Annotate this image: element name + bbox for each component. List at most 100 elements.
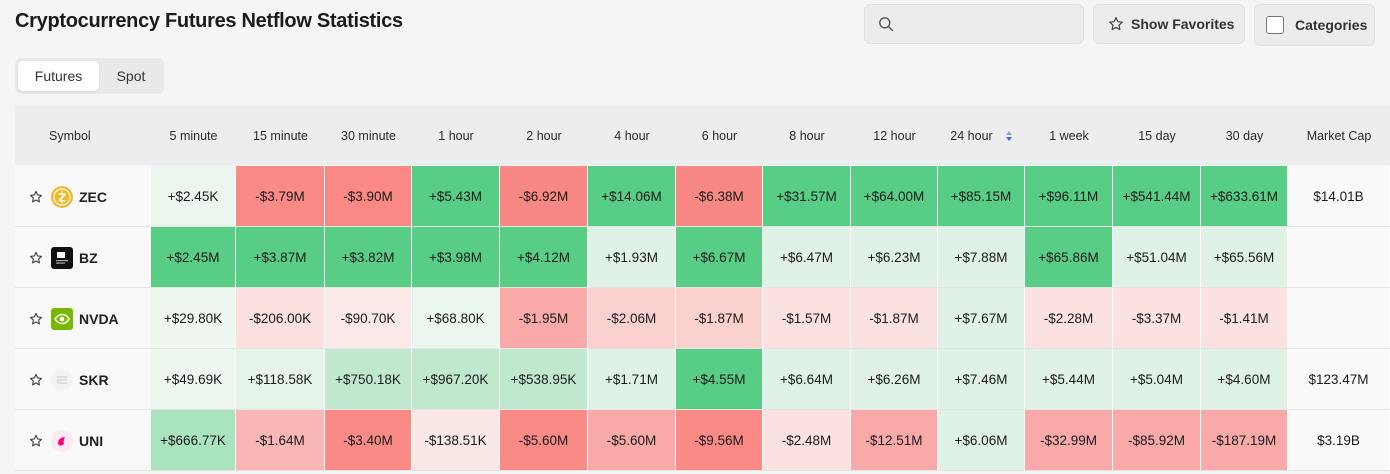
row-divider [15, 470, 1390, 471]
categories-checkbox[interactable] [1266, 16, 1284, 34]
symbol-label[interactable]: SKR [79, 371, 109, 388]
column-header[interactable]: 6 hour [676, 106, 763, 165]
netflow-cell: -$2.28M [1025, 288, 1113, 348]
netflow-cell: -$3.79M [236, 166, 325, 226]
column-header-label: Symbol [49, 128, 91, 143]
netflow-cell: +$31.57M [763, 166, 851, 226]
column-header[interactable]: 1 week [1025, 106, 1113, 165]
netflow-cell: -$1.64M [236, 410, 325, 470]
sort-icon[interactable] [1005, 130, 1013, 142]
netflow-cell: +$1.71M [588, 349, 676, 409]
market-tabs: Futures Spot [15, 58, 164, 94]
netflow-cell: -$6.38M [676, 166, 763, 226]
netflow-cell: +$118.58K [236, 349, 325, 409]
netflow-cell: -$3.90M [325, 166, 412, 226]
symbol-label[interactable]: ZEC [79, 188, 107, 205]
netflow-cell: +$65.86M [1025, 227, 1113, 287]
row-divider [15, 287, 1390, 288]
table-row: UNI +$666.77K -$1.64M -$3.40M -$138.51K -$5.6… [15, 410, 1390, 471]
row-divider [15, 348, 1390, 349]
table-row: SKR +$49.69K +$118.58K +$750.18K +$967.20K +$… [15, 349, 1390, 410]
netflow-cell: +$49.69K [151, 349, 236, 409]
show-favorites-button[interactable]: Show Favorites [1093, 4, 1245, 44]
column-header[interactable]: 12 hour [851, 106, 938, 165]
netflow-cell: -$5.60M [588, 410, 676, 470]
netflow-cell: -$3.37M [1113, 288, 1201, 348]
column-header[interactable]: 24 hour [938, 106, 1025, 165]
table-row: BZ +$2.45M +$3.87M +$3.82M +$3.98M +$4.12M +$1… [15, 227, 1390, 288]
netflow-cell: +$5.04M [1113, 349, 1201, 409]
netflow-cell: +$85.15M [938, 166, 1025, 226]
column-header[interactable]: 1 hour [412, 106, 500, 165]
netflow-cell: +$6.47M [763, 227, 851, 287]
uniswap-logo-icon [51, 429, 73, 452]
symbol-label[interactable]: BZ [79, 249, 98, 266]
favorite-star-icon[interactable] [29, 373, 43, 387]
column-header-label: 24 hour [950, 128, 993, 143]
column-header[interactable]: 4 hour [588, 106, 676, 165]
market-cap-cell [1288, 227, 1390, 287]
page-title: Cryptocurrency Futures Netflow Statistic… [15, 10, 403, 32]
netflow-cell: +$3.98M [412, 227, 500, 287]
column-header[interactable]: 5 minute [151, 106, 236, 165]
favorite-star-icon[interactable] [29, 434, 43, 448]
netflow-cell: -$1.87M [851, 288, 938, 348]
tab-futures[interactable]: Futures [18, 61, 99, 91]
netflow-cell: +$14.06M [588, 166, 676, 226]
netflow-cell: +$633.61M [1201, 166, 1288, 226]
netflow-cell: +$65.56M [1201, 227, 1288, 287]
categories-button[interactable]: Categories [1254, 4, 1375, 46]
netflow-cell: +$538.95K [500, 349, 588, 409]
favorite-star-icon[interactable] [29, 312, 43, 326]
column-header-label: 1 week [1049, 128, 1089, 143]
netflow-cell: -$6.92M [500, 166, 588, 226]
netflow-cell: -$206.00K [236, 288, 325, 348]
favorite-star-icon[interactable] [29, 251, 43, 265]
netflow-cell: +$3.82M [325, 227, 412, 287]
symbol-label[interactable]: NVDA [79, 310, 119, 327]
column-header[interactable]: 30 minute [325, 106, 412, 165]
market-cap-cell: $3.19B [1288, 410, 1390, 470]
search-input[interactable] [903, 13, 1077, 37]
nvidia-logo-icon [51, 307, 73, 330]
favorite-star-icon[interactable] [29, 190, 43, 204]
netflow-cell: +$2.45M [151, 227, 236, 287]
market-cap-cell [1288, 288, 1390, 348]
column-header-label: 15 minute [253, 128, 308, 143]
market-cap-cell: $14.01B [1288, 166, 1390, 226]
column-header[interactable]: 15 day [1113, 106, 1201, 165]
symbol-label[interactable]: UNI [79, 432, 104, 449]
tab-spot[interactable]: Spot [116, 68, 146, 84]
table-row: NVDA +$29.80K -$206.00K -$90.70K +$68.80K -$1… [15, 288, 1390, 349]
netflow-cell: -$138.51K [412, 410, 500, 470]
netflow-cell: -$2.06M [588, 288, 676, 348]
column-header-label: 8 hour [789, 128, 825, 143]
netflow-cell: +$5.44M [1025, 349, 1113, 409]
netflow-cell: +$1.93M [588, 227, 676, 287]
netflow-cell: +$6.26M [851, 349, 938, 409]
column-header[interactable]: 30 day [1201, 106, 1288, 165]
column-header-label: 1 hour [438, 128, 474, 143]
column-header[interactable]: Market Cap [1288, 106, 1390, 165]
column-header[interactable]: Symbol [15, 106, 151, 165]
column-header[interactable]: 8 hour [763, 106, 851, 165]
column-header-label: 4 hour [614, 128, 650, 143]
search-icon [879, 17, 894, 32]
netflow-cell: -$85.92M [1113, 410, 1201, 470]
netflow-cell: +$6.23M [851, 227, 938, 287]
symbol-cell: BZ [15, 227, 151, 288]
column-header-label: 30 minute [341, 128, 396, 143]
netflow-cell: -$90.70K [325, 288, 412, 348]
netflow-cell: +$7.46M [938, 349, 1025, 409]
symbol-cell: NVDA [15, 288, 151, 349]
market-cap-cell: $123.47M [1288, 349, 1390, 409]
search-box[interactable] [864, 4, 1084, 44]
column-header[interactable]: 2 hour [500, 106, 588, 165]
netflow-cell: -$32.99M [1025, 410, 1113, 470]
netflow-cell: +$967.20K [412, 349, 500, 409]
netflow-cell: +$7.67M [938, 288, 1025, 348]
star-icon [1109, 17, 1123, 31]
netflow-cell: +$6.06M [938, 410, 1025, 470]
netflow-cell: +$2.45K [151, 166, 236, 226]
column-header[interactable]: 15 minute [236, 106, 325, 165]
